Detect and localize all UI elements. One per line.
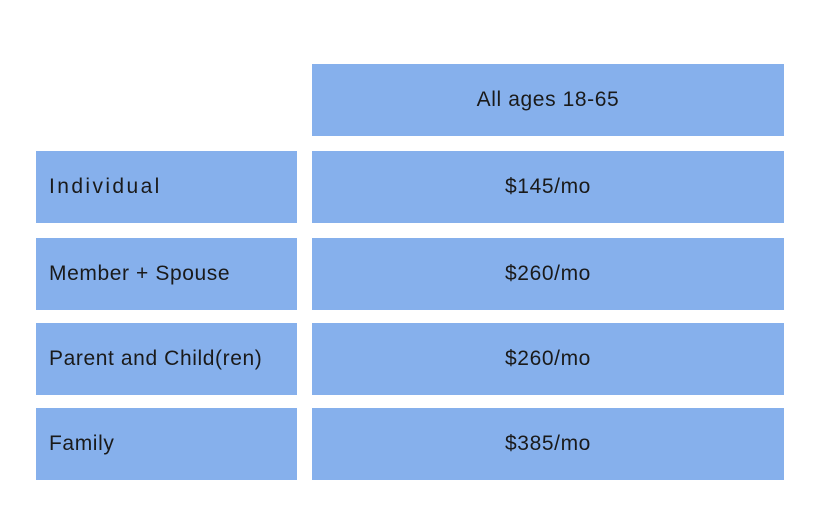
price-text: $145/mo	[505, 175, 591, 198]
price-text: $260/mo	[505, 262, 591, 285]
row-label-text: Member + Spouse	[49, 262, 231, 285]
row-label-text: Family	[49, 432, 115, 455]
row-label-text: Parent and Child(ren)	[49, 347, 263, 370]
row-label-member-spouse: Member + Spouse	[36, 238, 297, 310]
row-label-text: Individual	[49, 175, 162, 198]
column-header-label: All ages 18-65	[476, 88, 620, 111]
row-label-individual: Individual	[36, 151, 297, 223]
price-text: $385/mo	[505, 432, 591, 455]
row-price-individual: $145/mo	[312, 151, 784, 223]
row-label-family: Family	[36, 408, 297, 480]
row-label-parent-children: Parent and Child(ren)	[36, 323, 297, 395]
row-price-parent-children: $260/mo	[312, 323, 784, 395]
column-header-all-ages: All ages 18-65	[312, 64, 784, 136]
row-price-family: $385/mo	[312, 408, 784, 480]
price-text: $260/mo	[505, 347, 591, 370]
row-price-member-spouse: $260/mo	[312, 238, 784, 310]
